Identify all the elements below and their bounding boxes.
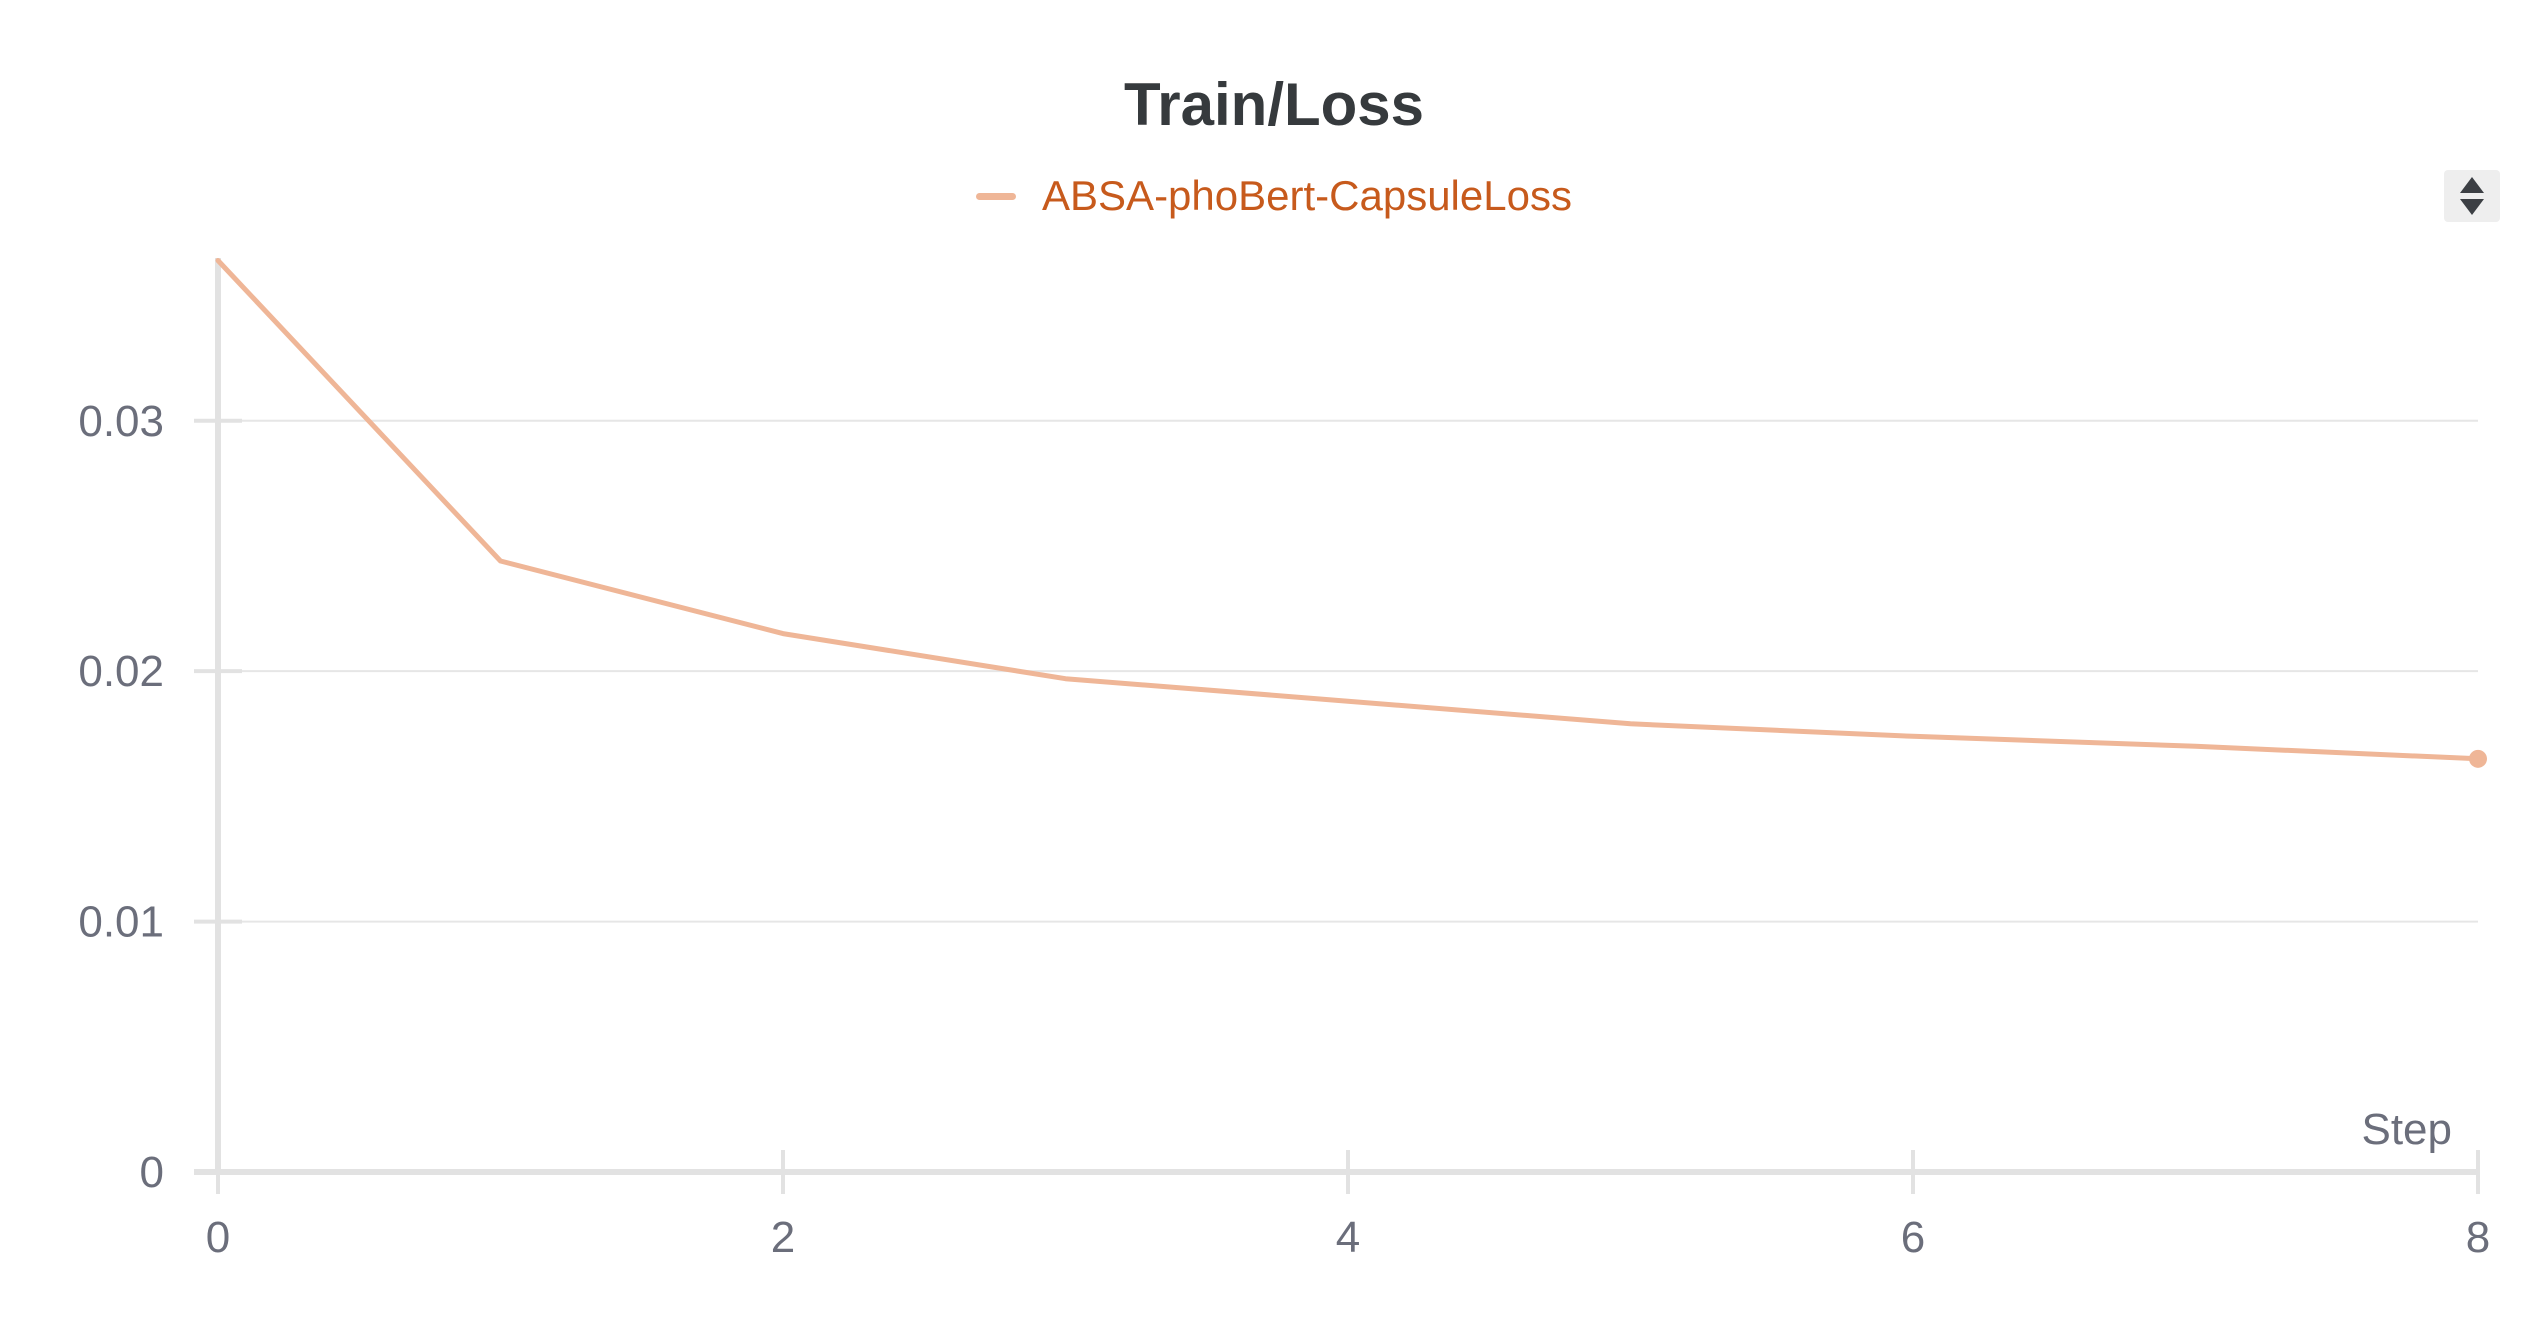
y-tick-label: 0.02	[78, 647, 164, 696]
x-axis-title: Step	[2361, 1105, 2452, 1154]
grid-lines	[218, 419, 2478, 923]
y-tick-label: 0.03	[78, 397, 164, 446]
series-end-point[interactable]	[2469, 749, 2487, 768]
sort-toggle-button[interactable]	[2444, 170, 2500, 222]
legend-swatch	[976, 192, 1017, 200]
x-tick-label: 2	[771, 1213, 795, 1262]
legend-label[interactable]: ABSA-phoBert-CapsuleLoss	[1042, 172, 1572, 219]
x-tick-label: 0	[206, 1213, 230, 1262]
tick-labels: 0 0.01 0.02 0.03 0 2 4 6 8 Step	[78, 397, 2490, 1262]
sort-arrows-icon	[2460, 177, 2484, 215]
x-tick-label: 6	[1901, 1213, 1925, 1262]
series-lines	[215, 258, 2487, 768]
axes	[194, 258, 2480, 1194]
legend: ABSA-phoBert-CapsuleLoss	[0, 166, 2548, 226]
y-tick-label: 0.01	[78, 898, 164, 947]
x-tick-label: 4	[1336, 1213, 1360, 1262]
chart-title: Train/Loss	[1123, 71, 1425, 138]
series-line[interactable]	[215, 258, 2481, 762]
x-tick-label: 8	[2466, 1213, 2490, 1262]
y-tick-label: 0	[140, 1148, 164, 1197]
